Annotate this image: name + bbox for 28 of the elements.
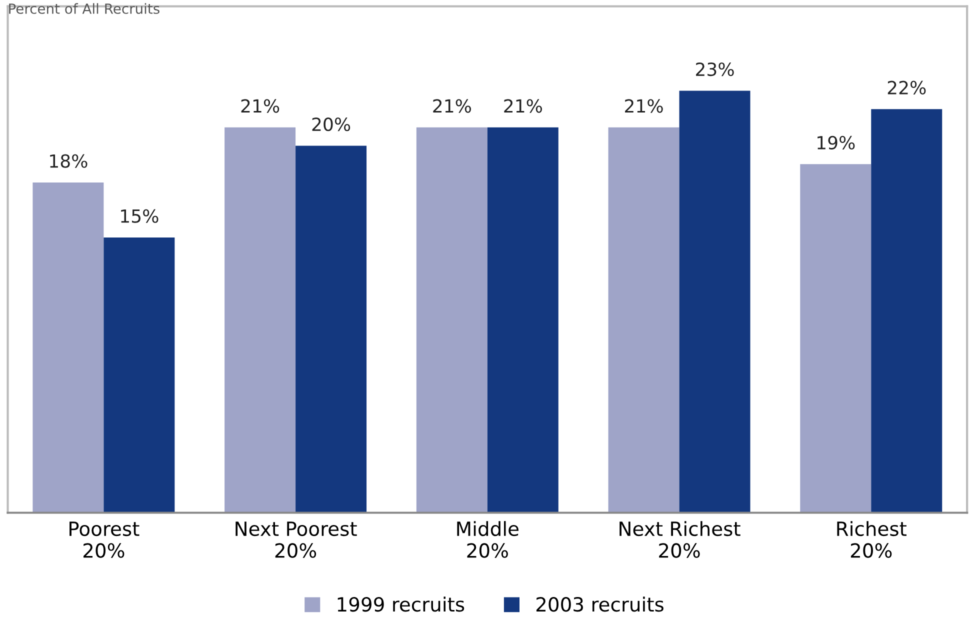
data-label: 21%: [241, 99, 280, 113]
text: Percent of All Recruits: [9, 3, 160, 14]
data-label: 21%: [433, 99, 471, 113]
x-tick-label: Richest 20%: [837, 521, 906, 558]
data-label: 18%: [50, 154, 88, 168]
bar: [296, 146, 367, 513]
data-label: 21%: [504, 99, 542, 113]
legend-label: 1999 recruits: [338, 596, 464, 612]
x-tick-label: Poorest 20%: [70, 522, 140, 558]
data-label: 22%: [888, 80, 926, 94]
data-label: 21%: [625, 99, 663, 113]
bar: [416, 127, 488, 513]
x-tick-label: Middle 20%: [457, 521, 518, 558]
data-label: 15%: [121, 209, 158, 223]
bar: [487, 127, 558, 513]
bar: [224, 127, 296, 513]
x-tick-label: Next Richest 20%: [620, 521, 740, 558]
bar: [104, 238, 175, 513]
bar: [800, 164, 872, 513]
bar: [32, 182, 104, 513]
bar: [871, 109, 942, 513]
data-label: 19%: [818, 136, 855, 150]
legend-label: 2003 recruits: [536, 596, 664, 612]
data-label: 20%: [312, 118, 350, 132]
bar: [679, 90, 750, 513]
data-label: 23%: [696, 62, 734, 76]
bar: [608, 127, 680, 513]
x-tick-label: Next Poorest 20%: [236, 522, 357, 558]
